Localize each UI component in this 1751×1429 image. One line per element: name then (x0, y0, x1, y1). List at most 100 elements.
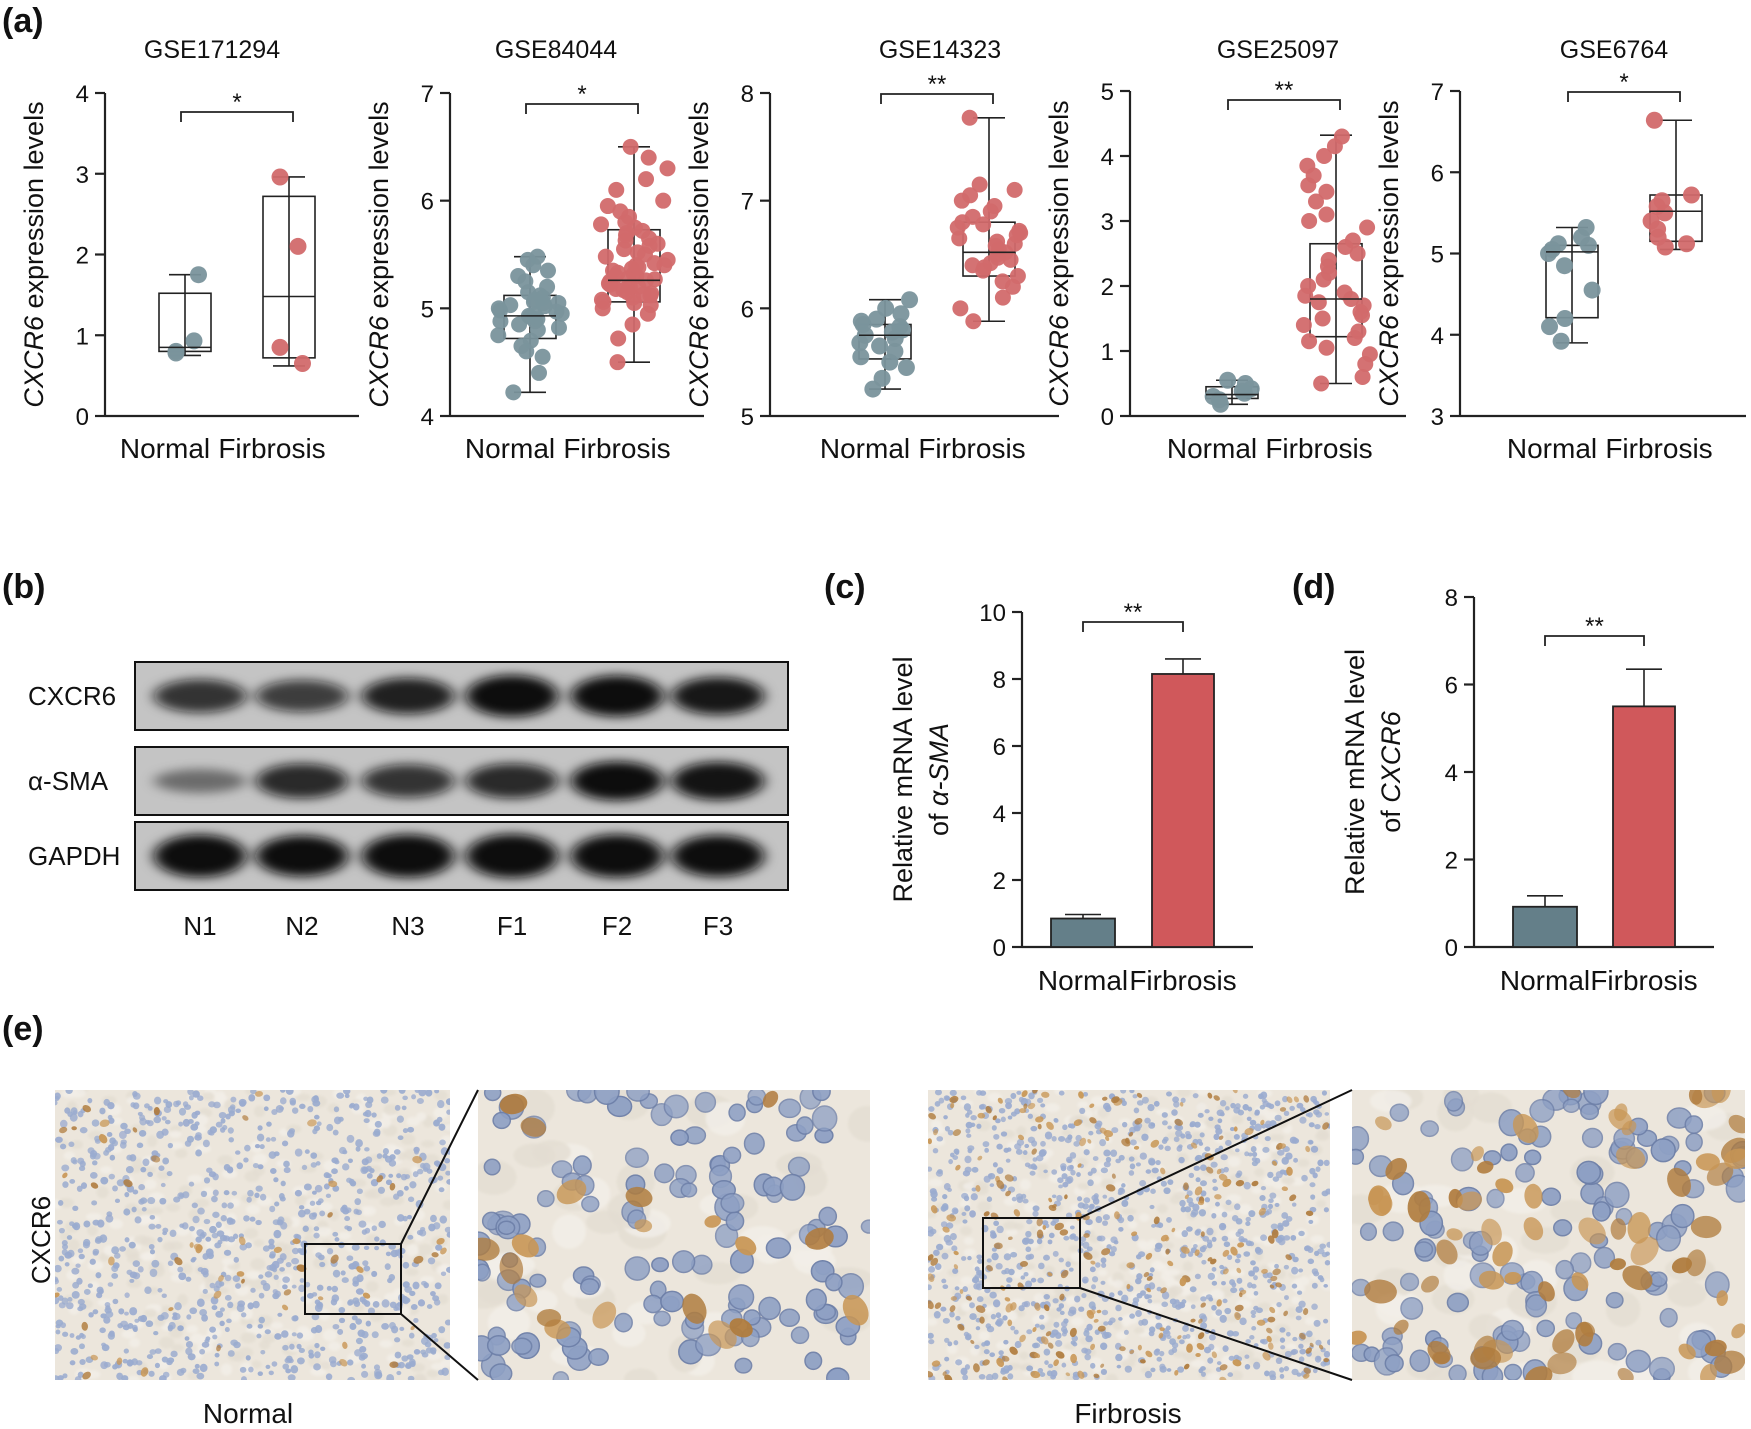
stained-cell (436, 1237, 445, 1245)
nucleus (178, 1272, 187, 1281)
data-point (1313, 375, 1330, 392)
nucleus (407, 1196, 415, 1203)
stained-cell (1042, 1225, 1047, 1230)
nucleus (344, 1216, 351, 1222)
nucleus (1285, 1331, 1291, 1337)
stained-cell (975, 1185, 981, 1192)
stained-cell (281, 1304, 289, 1311)
nucleus (270, 1167, 277, 1174)
nucleus (361, 1298, 368, 1305)
nucleus (218, 1111, 227, 1119)
nucleus (342, 1163, 350, 1171)
nucleus (1033, 1342, 1041, 1349)
nucleus (722, 1146, 742, 1164)
nucleus (76, 1185, 83, 1192)
nucleus (227, 1127, 234, 1134)
nucleus (1253, 1290, 1259, 1296)
stained-cell (1160, 1167, 1166, 1175)
nucleus (1129, 1163, 1136, 1170)
nucleus (233, 1256, 240, 1263)
stained-cell (996, 1357, 1005, 1368)
stained-cell (1216, 1168, 1222, 1175)
cytoplasm-patch (552, 1214, 586, 1249)
nucleus (1121, 1294, 1129, 1303)
cytoplasm-patch (156, 1170, 171, 1180)
nucleus (443, 1342, 450, 1349)
nucleus (212, 1173, 219, 1181)
stained-cell (330, 1254, 339, 1264)
nucleus (1218, 1222, 1227, 1231)
cytoplasm-patch (430, 1362, 446, 1371)
y-axis-label-rest: expression levels (1374, 100, 1404, 315)
nucleus (1098, 1235, 1106, 1242)
stained-cell (440, 1247, 447, 1255)
nucleus (1232, 1330, 1240, 1337)
nucleus (1100, 1342, 1108, 1350)
nucleus (1069, 1234, 1076, 1240)
stained-cell (1145, 1252, 1153, 1260)
stained-cell (1105, 1184, 1116, 1192)
nucleus (1066, 1165, 1074, 1172)
nucleus (975, 1326, 981, 1331)
nucleus (413, 1317, 419, 1323)
nucleus (1138, 1319, 1144, 1326)
nucleus (363, 1245, 370, 1250)
bar (1512, 905, 1578, 948)
nucleus (388, 1273, 396, 1281)
nucleus (377, 1186, 386, 1194)
nucleus (1151, 1224, 1156, 1228)
stained-cell (1126, 1262, 1135, 1269)
nucleus (138, 1184, 146, 1191)
nucleus (1194, 1273, 1201, 1280)
nucleus (1310, 1194, 1316, 1200)
nucleus (1282, 1220, 1290, 1227)
nucleus (651, 1257, 670, 1273)
stained-cell (62, 1172, 68, 1179)
nucleus (1094, 1329, 1100, 1335)
nucleus (734, 1357, 753, 1374)
cytoplasm-patch (947, 1344, 958, 1355)
cytoplasm-patch (416, 1243, 434, 1256)
stained-cell (1119, 1346, 1126, 1352)
nucleus (1038, 1149, 1047, 1157)
nucleus (331, 1285, 339, 1293)
nucleus (969, 1302, 975, 1309)
nucleus (1037, 1368, 1044, 1373)
nucleus (187, 1119, 194, 1124)
stained-cell (1037, 1123, 1042, 1130)
nucleus (92, 1309, 99, 1315)
nucleus (1083, 1197, 1091, 1204)
nucleus (1015, 1148, 1023, 1155)
nucleus (212, 1334, 218, 1340)
nucleus (1217, 1118, 1223, 1124)
y-tick-label: 7 (1431, 79, 1444, 106)
stained-cell (1036, 1217, 1043, 1227)
nucleus (1008, 1268, 1015, 1276)
nucleus (268, 1238, 275, 1245)
nucleus (1213, 1133, 1220, 1140)
stained-cell (1200, 1302, 1206, 1308)
nucleus (351, 1244, 360, 1251)
cytoplasm-patch (124, 1246, 139, 1259)
stained-cell (928, 1300, 934, 1310)
nucleus (1281, 1212, 1289, 1219)
nucleus (269, 1205, 276, 1213)
nucleus (985, 1373, 994, 1380)
stained-cell (1073, 1119, 1083, 1126)
blot-band (672, 677, 764, 715)
nucleus (1066, 1175, 1074, 1184)
nucleus (1308, 1122, 1315, 1128)
nucleus (347, 1300, 353, 1306)
stained-cell (965, 1295, 973, 1301)
nucleus (1010, 1092, 1017, 1100)
nucleus (975, 1283, 983, 1291)
nucleus (366, 1172, 373, 1179)
nucleus (344, 1093, 350, 1099)
nucleus (122, 1358, 128, 1364)
nucleus (398, 1361, 405, 1369)
nucleus (274, 1333, 282, 1340)
nucleus (313, 1363, 321, 1371)
nucleus (1030, 1125, 1038, 1132)
nucleus (162, 1157, 170, 1165)
